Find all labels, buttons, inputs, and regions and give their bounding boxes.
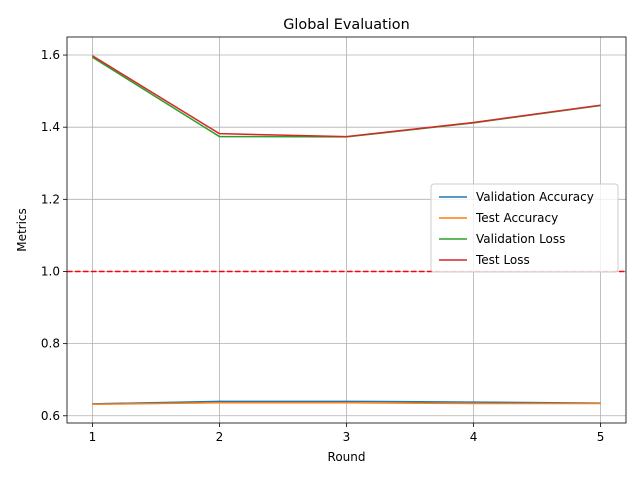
x-tick-label: 4: [470, 430, 478, 444]
y-tick-label: 1.4: [41, 120, 60, 134]
y-tick-label: 1.6: [41, 48, 60, 62]
x-tick-label: 2: [216, 430, 224, 444]
legend-label-test-accuracy: Test Accuracy: [475, 211, 558, 225]
test-loss-line: [92, 55, 601, 138]
y-tick-label: 0.8: [41, 337, 60, 351]
x-tick-label: 3: [343, 430, 351, 444]
y-tick-label: 0.6: [41, 409, 60, 423]
y-tick-label: 1.2: [41, 192, 60, 206]
x-axis-label: Round: [328, 450, 366, 464]
legend: Validation Accuracy Test Accuracy Validati…: [430, 183, 619, 273]
test-accuracy-line: [92, 402, 601, 405]
legend-label-test-loss: Test Loss: [475, 253, 530, 267]
chart-title: Global Evaluation: [283, 17, 409, 33]
y-axis-label: Metrics: [15, 208, 29, 252]
series-lines: [92, 55, 601, 405]
x-tick-label: 5: [597, 430, 605, 444]
x-axis-ticks: 1 2 3 4 5: [89, 423, 605, 444]
legend-box: [430, 183, 619, 273]
x-tick-label: 1: [89, 430, 97, 444]
legend-label-validation-accuracy: Validation Accuracy: [476, 190, 594, 204]
validation-accuracy-line: [92, 400, 601, 405]
legend-label-validation-loss: Validation Loss: [476, 232, 565, 246]
y-axis-ticks: 0.6 0.8 1.0 1.2 1.4 1.6: [41, 48, 67, 423]
y-tick-label: 1.0: [41, 264, 60, 278]
